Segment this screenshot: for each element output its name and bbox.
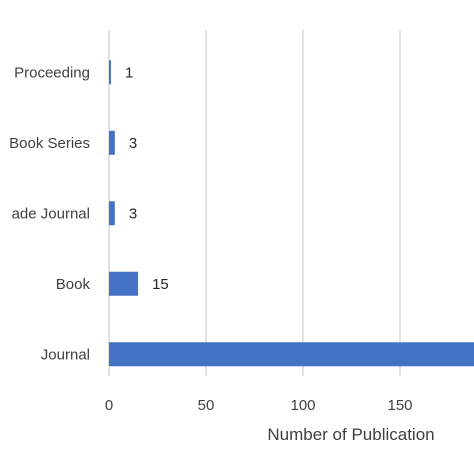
x-tick-label: 50: [198, 397, 215, 414]
value-label: 1: [125, 64, 133, 81]
gridlines: [108, 30, 401, 376]
x-tick-label: 100: [290, 397, 315, 414]
bar-book-series: [109, 130, 115, 155]
bar-book: [109, 271, 139, 296]
category-label: Proceeding: [14, 64, 90, 81]
bars: [109, 60, 474, 367]
bar-journal: [109, 342, 474, 367]
value-labels: 1 3 3 15: [125, 64, 169, 293]
category-label: Book: [56, 276, 91, 293]
category-label: Journal: [41, 346, 90, 363]
bar-trade-journal: [109, 201, 115, 226]
x-tick-label: 150: [387, 397, 412, 414]
value-label: 3: [129, 135, 137, 152]
value-label: 15: [152, 276, 169, 293]
category-labels: Proceeding Book Series ade Journal Book Jour…: [9, 64, 90, 363]
bar-proceeding: [109, 60, 111, 85]
x-axis-title: Number of Publication: [267, 425, 434, 444]
value-label: 3: [129, 205, 137, 222]
x-tick-labels: 0 50 100 150: [105, 397, 413, 414]
category-label: Book Series: [9, 135, 90, 152]
category-label: ade Journal: [12, 205, 90, 222]
x-tick-label: 0: [105, 397, 113, 414]
